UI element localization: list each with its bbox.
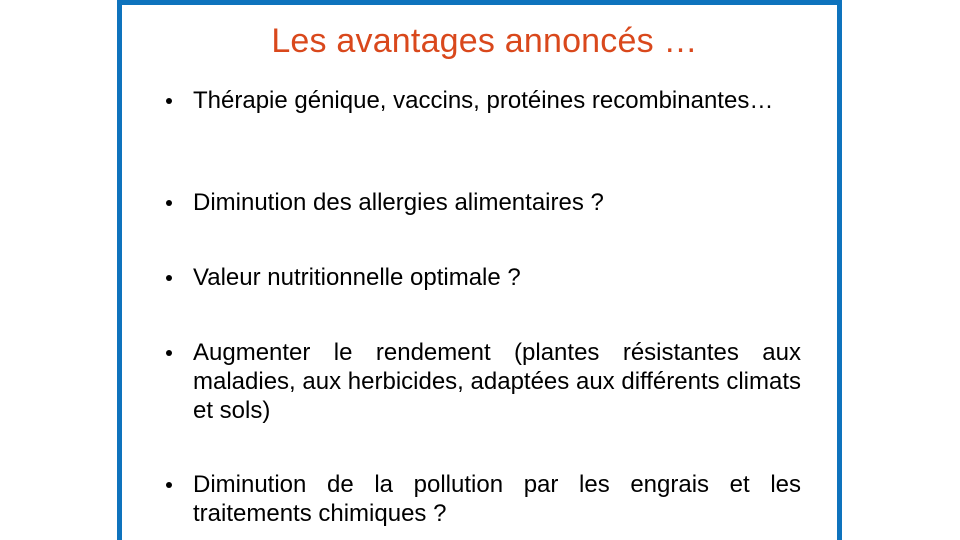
bullet-text: Diminution de la pollution par les engra… [193, 471, 801, 527]
bullet-text: Diminution des allergies alimentaires ? [193, 189, 604, 216]
bullet-item: Diminution des allergies alimentaires ? [166, 188, 801, 217]
slide-title: Les avantages annoncés … [271, 22, 698, 60]
bullet-list: Thérapie génique, vaccins, protéines rec… [122, 5, 847, 540]
bullet-text: Thérapie génique, vaccins, protéines rec… [193, 87, 774, 114]
bullet-item: Diminution de la pollution par les engra… [166, 470, 801, 528]
bullet-dot-icon [166, 98, 172, 104]
bullet-dot-icon [166, 200, 172, 206]
bullet-text: Augmenter le rendement (plantes résistan… [193, 339, 801, 424]
slide-frame: Les avantages annoncés … Thérapie géniqu… [117, 0, 842, 540]
bullet-item: Augmenter le rendement (plantes résistan… [166, 338, 801, 425]
bullet-dot-icon [166, 350, 172, 356]
bullet-item: Thérapie génique, vaccins, protéines rec… [166, 86, 801, 115]
bullet-dot-icon [166, 275, 172, 281]
bullet-text: Valeur nutritionnelle optimale ? [193, 264, 521, 291]
bullet-dot-icon [166, 482, 172, 488]
bullet-item: Valeur nutritionnelle optimale ? [166, 263, 801, 292]
